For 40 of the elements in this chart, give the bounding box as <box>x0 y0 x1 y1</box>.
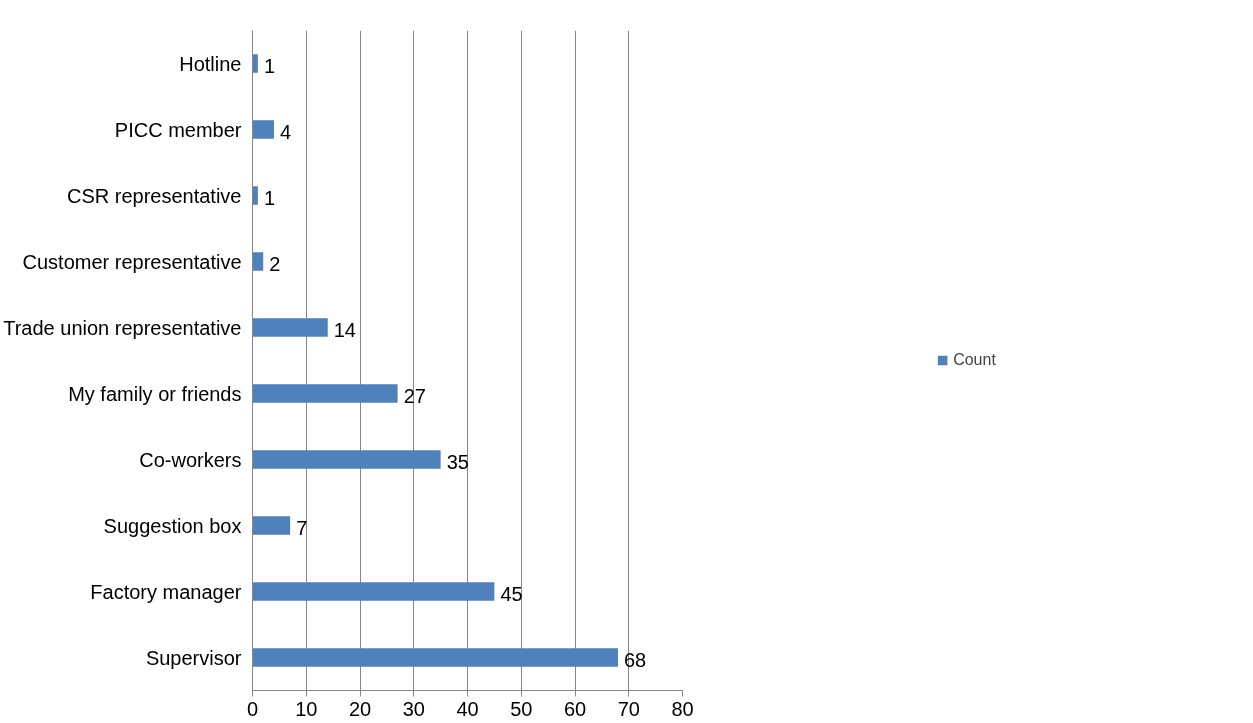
x-tick-label: 20 <box>348 697 372 720</box>
x-tick-label: 10 <box>295 697 318 720</box>
x-tick-label: 80 <box>671 697 694 720</box>
bar <box>252 450 441 469</box>
y-tick-label: Co-workers <box>139 448 242 471</box>
bar <box>252 186 258 205</box>
data-label: 27 <box>403 384 426 407</box>
bar <box>252 516 291 535</box>
bar <box>252 582 495 601</box>
bar <box>252 318 328 337</box>
y-tick-label: Hotline <box>179 52 242 75</box>
y-tick-label: Customer representative <box>22 250 242 273</box>
data-label: 2 <box>269 252 281 275</box>
legend-label: Count <box>953 351 996 369</box>
bar <box>252 648 618 667</box>
x-tick-label: 30 <box>402 697 425 720</box>
data-label: 7 <box>296 516 308 539</box>
x-tick-label: 60 <box>563 697 587 720</box>
data-label: 1 <box>263 54 275 77</box>
y-tick-label: CSR representative <box>66 184 242 207</box>
y-tick-label: Suggestion box <box>103 514 242 537</box>
data-label: 68 <box>624 648 647 671</box>
y-tick-label: Factory manager <box>90 580 242 603</box>
y-tick-label: Supervisor <box>145 646 242 669</box>
bar <box>252 120 274 139</box>
data-label: 1 <box>263 186 275 209</box>
y-tick-label: PICC member <box>114 118 242 141</box>
data-label: 35 <box>446 450 469 473</box>
y-tick-label: My family or friends <box>68 382 242 405</box>
x-tick-label: 40 <box>456 697 479 720</box>
data-label: 45 <box>500 582 523 605</box>
bar <box>252 384 398 403</box>
data-label: 14 <box>333 318 356 341</box>
y-tick-label: Trade union representative <box>3 316 242 339</box>
data-label: 4 <box>280 120 292 143</box>
x-tick-label: 50 <box>510 697 533 720</box>
bar <box>252 54 258 73</box>
x-tick-label: 0 <box>246 697 259 720</box>
bar <box>252 252 264 271</box>
x-tick-label: 70 <box>617 697 640 720</box>
